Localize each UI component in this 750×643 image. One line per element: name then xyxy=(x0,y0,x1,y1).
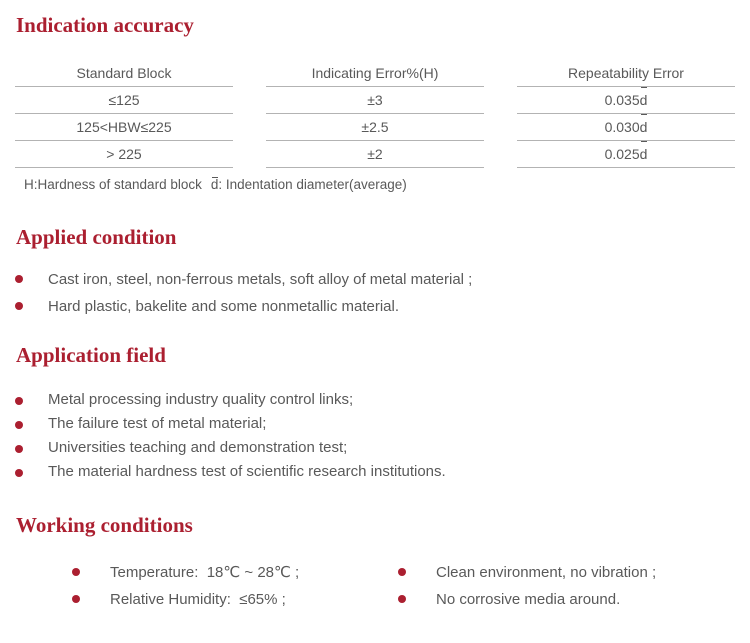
bullet-icon xyxy=(15,302,23,310)
table-cell-block-row2: 125<HBW≤225 xyxy=(15,114,233,141)
working-conditions-right-list: Clean environment, no vibration ; No cor… xyxy=(398,559,656,613)
table-cell-repeat-row1: 0.035d xyxy=(517,87,735,114)
table-cell-error-row3: ±2 xyxy=(266,141,484,168)
table-cell-repeat-row3: 0.025d xyxy=(517,141,735,168)
bullet-icon xyxy=(72,595,80,603)
section-heading-working-conditions: Working conditions xyxy=(16,513,193,537)
bullet-icon xyxy=(398,595,406,603)
list-item: The material hardness test of scientific… xyxy=(15,460,750,484)
list-item: Hard plastic, bakelite and some nonmetal… xyxy=(15,293,750,320)
list-item-text: The failure test of metal material; xyxy=(48,415,267,432)
d-bar-symbol: d xyxy=(210,177,219,192)
bullet-icon xyxy=(15,421,23,429)
list-item: No corrosive media around. xyxy=(398,586,656,613)
table-header-repeatability-error: Repeatability Error xyxy=(517,60,735,87)
working-conditions-left-list: Temperature: 18℃ ~ 28℃ ; Relative Humidi… xyxy=(72,559,299,613)
list-item: Cast iron, steel, non-ferrous metals, so… xyxy=(15,266,750,293)
list-item-text: Temperature: 18℃ ~ 28℃ ; xyxy=(110,564,300,581)
repeat-value: 0.030 xyxy=(604,119,640,135)
section-heading-application-field: Application field xyxy=(16,343,166,367)
d-bar-symbol: d xyxy=(640,87,647,113)
list-item: Clean environment, no vibration ; xyxy=(398,559,656,586)
bullet-icon xyxy=(15,275,23,283)
application-field-list: Metal processing industry quality contro… xyxy=(0,388,750,484)
accuracy-table: Standard Block Indicating Error%(H) Repe… xyxy=(15,60,735,168)
list-item-text: Clean environment, no vibration ; xyxy=(436,564,657,581)
footnote-h-definition: H:Hardness of standard block xyxy=(24,177,202,192)
table-cell-error-row2: ±2.5 xyxy=(266,114,484,141)
footnote-d-definition: : Indentation diameter(average) xyxy=(218,177,407,192)
list-item-text: The material hardness test of scientific… xyxy=(48,463,446,480)
list-item: Temperature: 18℃ ~ 28℃ ; xyxy=(72,559,299,586)
list-item: Metal processing industry quality contro… xyxy=(15,388,750,412)
bullet-icon xyxy=(15,397,23,405)
d-bar-symbol: d xyxy=(640,141,647,167)
bullet-icon xyxy=(15,445,23,453)
table-cell-error-row1: ±3 xyxy=(266,87,484,114)
list-item-text: Metal processing industry quality contro… xyxy=(48,391,354,408)
list-item: Universities teaching and demonstration … xyxy=(15,436,750,460)
table-footnote: H:Hardness of standard block d: Indentati… xyxy=(24,177,750,192)
applied-condition-list: Cast iron, steel, non-ferrous metals, so… xyxy=(0,266,750,320)
list-item-text: Relative Humidity: ≤65% ; xyxy=(110,591,286,608)
bullet-icon xyxy=(72,568,80,576)
list-item-text: No corrosive media around. xyxy=(436,591,621,608)
list-item: Relative Humidity: ≤65% ; xyxy=(72,586,299,613)
repeat-value: 0.035 xyxy=(604,92,640,108)
section-heading-indication-accuracy: Indication accuracy xyxy=(16,13,194,37)
table-cell-block-row1: ≤125 xyxy=(15,87,233,114)
spec-sheet-page: Indication accuracy Standard Block Indic… xyxy=(0,13,750,629)
table-header-standard-block: Standard Block xyxy=(15,60,233,87)
working-conditions-columns: Temperature: 18℃ ~ 28℃ ; Relative Humidi… xyxy=(0,559,750,629)
table-header-indicating-error: Indicating Error%(H) xyxy=(266,60,484,87)
list-item: The failure test of metal material; xyxy=(15,412,750,436)
bullet-icon xyxy=(15,469,23,477)
list-item-text: Universities teaching and demonstration … xyxy=(48,439,348,456)
table-cell-repeat-row2: 0.030d xyxy=(517,114,735,141)
list-item-text: Hard plastic, bakelite and some nonmetal… xyxy=(48,298,399,315)
section-heading-applied-condition: Applied condition xyxy=(16,225,177,249)
table-cell-block-row3: > 225 xyxy=(15,141,233,168)
repeat-value: 0.025 xyxy=(604,146,640,162)
list-item-text: Cast iron, steel, non-ferrous metals, so… xyxy=(48,271,473,288)
d-bar-symbol: d xyxy=(640,114,647,140)
bullet-icon xyxy=(398,568,406,576)
